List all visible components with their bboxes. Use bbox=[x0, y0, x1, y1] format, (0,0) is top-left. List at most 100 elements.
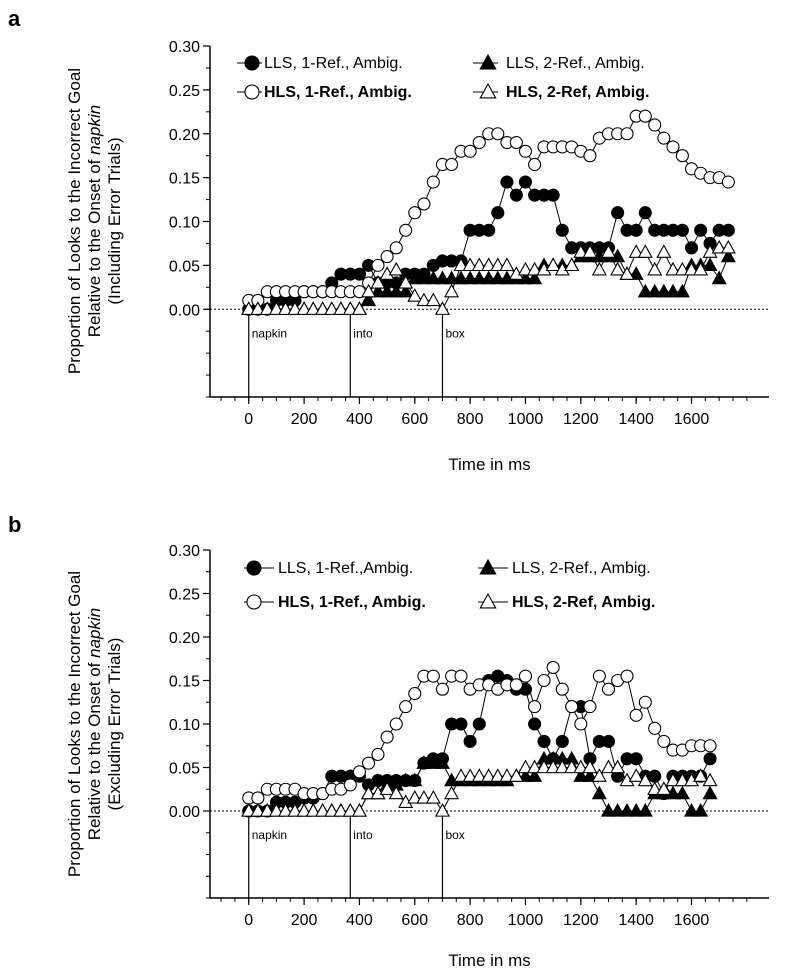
chart-panel-b: b 0.00 0.05 0.10 0.15 0.20 0.25 0.30 0 200 400 600 8… bbox=[8, 512, 769, 970]
data-point-marker bbox=[693, 803, 709, 817]
y-tick-label: 0.00 bbox=[169, 302, 200, 319]
x-tick-label: 1200 bbox=[563, 411, 599, 428]
y-tick-label: 0.10 bbox=[169, 717, 200, 734]
data-point-marker bbox=[565, 700, 579, 714]
data-point-marker bbox=[246, 560, 262, 576]
data-point-marker bbox=[351, 301, 367, 315]
data-point-marker bbox=[592, 669, 606, 683]
data-point-marker bbox=[675, 149, 689, 163]
data-point-marker bbox=[472, 717, 486, 731]
legend: LLS, 1-Ref., Ambig. LLS, 2-Ref., Ambig. HL… bbox=[237, 53, 649, 101]
data-point-marker bbox=[702, 772, 718, 787]
data-point-marker bbox=[490, 270, 506, 285]
data-point-marker bbox=[518, 144, 533, 158]
data-point-marker bbox=[600, 244, 617, 258]
data-point-marker bbox=[674, 785, 690, 800]
data-point-marker bbox=[434, 803, 450, 817]
data-point-marker bbox=[666, 140, 680, 154]
data-point-marker bbox=[479, 558, 497, 575]
data-point-marker bbox=[546, 188, 560, 202]
y-tick-label: 0.05 bbox=[169, 761, 200, 778]
legend-label: LLS, 1-Ref., Ambig. bbox=[264, 55, 403, 72]
y-tick-label: 0.15 bbox=[169, 674, 200, 691]
y-axis-title-line: Relative to the Onset of napkin bbox=[85, 608, 104, 841]
y-tick-label: 0.30 bbox=[169, 39, 200, 56]
data-point-marker bbox=[656, 244, 672, 258]
data-point-marker bbox=[628, 803, 644, 817]
x-tick-label: 400 bbox=[346, 411, 373, 428]
word-region-label: box bbox=[445, 326, 464, 340]
x-tick-label: 800 bbox=[457, 411, 484, 428]
data-point-marker bbox=[555, 682, 569, 696]
data-point-marker bbox=[674, 772, 690, 787]
data-point-marker bbox=[638, 695, 652, 709]
data-point-marker bbox=[425, 270, 441, 285]
data-point-marker bbox=[462, 257, 478, 272]
data-point-marker bbox=[527, 261, 543, 276]
data-point-marker bbox=[637, 244, 653, 258]
data-point-marker bbox=[720, 239, 736, 254]
data-point-marker bbox=[711, 270, 727, 285]
data-point-marker bbox=[342, 803, 358, 817]
data-point-marker bbox=[416, 789, 432, 804]
data-point-marker bbox=[528, 717, 542, 731]
y-tick-label: 0.10 bbox=[169, 215, 200, 232]
data-point-marker bbox=[490, 257, 506, 272]
data-point-marker bbox=[380, 250, 394, 264]
data-point-marker bbox=[629, 223, 643, 237]
word-region-label: into bbox=[353, 828, 373, 842]
data-point-marker bbox=[453, 270, 469, 285]
y-axis-title-line: (Including Error Trials) bbox=[105, 137, 124, 304]
data-point-marker bbox=[638, 109, 652, 123]
data-point-marker bbox=[399, 223, 413, 237]
data-point-marker bbox=[380, 730, 394, 744]
data-point-marker bbox=[481, 257, 497, 272]
data-point-marker bbox=[417, 197, 431, 211]
data-point-marker bbox=[479, 82, 497, 99]
data-point-marker bbox=[398, 274, 414, 289]
data-point-marker bbox=[259, 301, 275, 315]
data-point-marker bbox=[536, 759, 552, 774]
data-point-marker bbox=[637, 803, 653, 817]
x-tick-label: 600 bbox=[401, 912, 428, 929]
legend-label: HLS, 2-Ref, Ambig. bbox=[506, 84, 649, 101]
data-point-marker bbox=[554, 759, 570, 774]
data-point-marker bbox=[250, 803, 266, 817]
y-tick-label: 0.00 bbox=[169, 804, 200, 821]
data-point-marker bbox=[684, 241, 699, 255]
data-point-marker bbox=[251, 791, 265, 805]
data-point-marker bbox=[435, 682, 450, 696]
data-point-marker bbox=[444, 785, 460, 800]
data-point-marker bbox=[564, 257, 580, 272]
data-point-marker bbox=[453, 257, 469, 272]
data-point-marker bbox=[296, 301, 312, 315]
data-point-marker bbox=[674, 261, 690, 276]
data-point-marker bbox=[600, 759, 617, 774]
data-point-marker bbox=[675, 223, 689, 237]
data-point-marker bbox=[407, 789, 423, 804]
data-point-marker bbox=[703, 739, 717, 753]
x-tick-label: 1600 bbox=[674, 411, 710, 428]
x-axis-title: Time in ms bbox=[448, 455, 531, 474]
data-point-marker bbox=[611, 206, 625, 220]
data-point-marker bbox=[683, 261, 700, 276]
data-point-marker bbox=[407, 270, 423, 285]
data-point-marker bbox=[246, 594, 262, 610]
y-axis-title-line: Proportion of Looks to the Incorrect Goa… bbox=[65, 68, 84, 374]
data-point-marker bbox=[342, 301, 358, 315]
data-point-marker bbox=[343, 778, 357, 792]
x-tick-label: 200 bbox=[291, 912, 318, 929]
legend-item: HLS, 1-Ref., Ambig. bbox=[237, 84, 412, 101]
data-point-marker bbox=[582, 768, 598, 782]
x-tick-label: 1200 bbox=[563, 912, 599, 929]
data-point-marker bbox=[490, 768, 506, 782]
data-point-marker bbox=[407, 772, 423, 787]
word-region-label: box bbox=[445, 828, 464, 842]
data-point-marker bbox=[720, 248, 736, 263]
data-point-marker bbox=[241, 803, 257, 817]
data-point-marker bbox=[389, 717, 403, 731]
y-tick-label: 0.05 bbox=[169, 258, 200, 275]
data-point-marker bbox=[574, 717, 588, 731]
x-tick-label: 1000 bbox=[508, 411, 544, 428]
